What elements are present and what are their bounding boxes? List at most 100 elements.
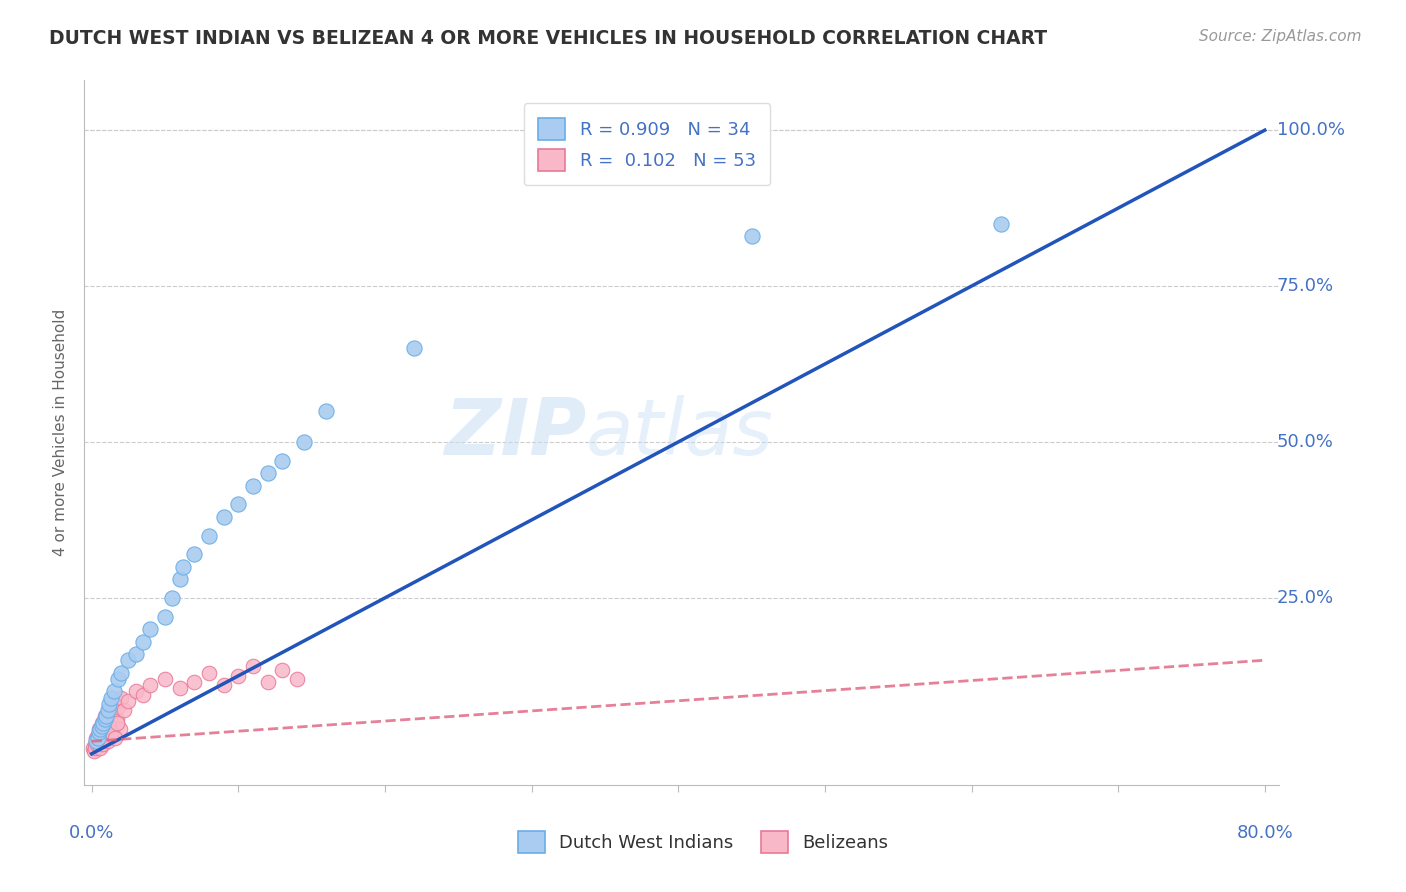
Point xyxy=(84,731,107,746)
Point xyxy=(89,725,111,739)
Point xyxy=(101,706,124,721)
Point xyxy=(93,738,115,752)
Point xyxy=(404,342,426,356)
Point xyxy=(132,688,155,702)
Point xyxy=(108,722,131,736)
Point xyxy=(741,229,763,244)
Point xyxy=(104,697,127,711)
Point xyxy=(98,703,121,717)
Point xyxy=(139,622,162,636)
Point xyxy=(91,719,114,733)
Point xyxy=(183,547,205,561)
Point xyxy=(84,740,107,755)
Point xyxy=(212,678,235,692)
Point xyxy=(91,715,114,730)
Point xyxy=(100,690,122,705)
Text: atlas: atlas xyxy=(586,394,775,471)
Point xyxy=(112,703,135,717)
Point xyxy=(271,663,294,677)
Point xyxy=(82,740,104,755)
Point xyxy=(93,731,115,746)
Point xyxy=(153,609,176,624)
Text: DUTCH WEST INDIAN VS BELIZEAN 4 OR MORE VEHICLES IN HOUSEHOLD CORRELATION CHART: DUTCH WEST INDIAN VS BELIZEAN 4 OR MORE … xyxy=(49,29,1047,47)
Point xyxy=(86,738,108,752)
Point xyxy=(87,722,110,736)
Point xyxy=(107,672,129,686)
Point xyxy=(97,722,120,736)
Point xyxy=(100,715,122,730)
Point xyxy=(96,713,118,727)
Point xyxy=(153,672,176,686)
Point xyxy=(172,559,194,574)
Legend: R = 0.909   N = 34, R =  0.102   N = 53: R = 0.909 N = 34, R = 0.102 N = 53 xyxy=(523,103,770,186)
Point xyxy=(93,715,115,730)
Point xyxy=(87,725,110,739)
Point xyxy=(228,669,250,683)
Point xyxy=(169,572,191,586)
Point xyxy=(94,709,117,723)
Point xyxy=(105,713,128,727)
Point xyxy=(315,404,337,418)
Point xyxy=(89,722,111,736)
Point xyxy=(256,675,278,690)
Point xyxy=(242,478,264,492)
Text: 50.0%: 50.0% xyxy=(1277,433,1333,451)
Point xyxy=(285,672,308,686)
Point xyxy=(96,709,118,723)
Text: Source: ZipAtlas.com: Source: ZipAtlas.com xyxy=(1198,29,1361,44)
Point xyxy=(117,653,139,667)
Point xyxy=(169,681,191,696)
Text: 100.0%: 100.0% xyxy=(1277,121,1344,139)
Text: 25.0%: 25.0% xyxy=(1277,589,1334,607)
Point xyxy=(91,728,114,742)
Point xyxy=(103,719,125,733)
Point xyxy=(97,734,120,748)
Y-axis label: 4 or more Vehicles in Household: 4 or more Vehicles in Household xyxy=(53,309,69,557)
Point xyxy=(94,725,117,739)
Point xyxy=(97,703,120,717)
Point xyxy=(107,700,129,714)
Point xyxy=(103,684,125,698)
Point xyxy=(98,719,121,733)
Text: 80.0%: 80.0% xyxy=(1236,824,1294,842)
Point xyxy=(110,690,132,705)
Point xyxy=(228,497,250,511)
Text: ZIP: ZIP xyxy=(444,394,586,471)
Point xyxy=(162,591,184,605)
Point xyxy=(256,466,278,480)
Point xyxy=(94,728,117,742)
Point xyxy=(242,659,264,673)
Point xyxy=(198,528,221,542)
Point xyxy=(98,697,121,711)
Point xyxy=(110,665,132,680)
Point xyxy=(100,725,122,739)
Point xyxy=(89,740,111,755)
Point xyxy=(84,734,107,748)
Point xyxy=(139,678,162,692)
Point xyxy=(117,694,139,708)
Point xyxy=(104,731,127,746)
Point xyxy=(86,731,108,746)
Point xyxy=(292,434,315,449)
Point xyxy=(86,728,108,742)
Point xyxy=(83,744,105,758)
Point xyxy=(183,675,205,690)
Point xyxy=(90,738,112,752)
Point xyxy=(89,731,111,746)
Point xyxy=(198,665,221,680)
Point xyxy=(271,453,294,467)
Point xyxy=(990,217,1012,231)
Point xyxy=(132,634,155,648)
Point xyxy=(125,647,148,661)
Text: 75.0%: 75.0% xyxy=(1277,277,1334,295)
Point xyxy=(212,509,235,524)
Point xyxy=(91,731,114,746)
Point xyxy=(125,684,148,698)
Point xyxy=(93,719,115,733)
Point xyxy=(83,738,105,752)
Text: 0.0%: 0.0% xyxy=(69,824,114,842)
Point xyxy=(105,715,128,730)
Point xyxy=(87,734,110,748)
Legend: Dutch West Indians, Belizeans: Dutch West Indians, Belizeans xyxy=(510,824,896,861)
Point xyxy=(94,713,117,727)
